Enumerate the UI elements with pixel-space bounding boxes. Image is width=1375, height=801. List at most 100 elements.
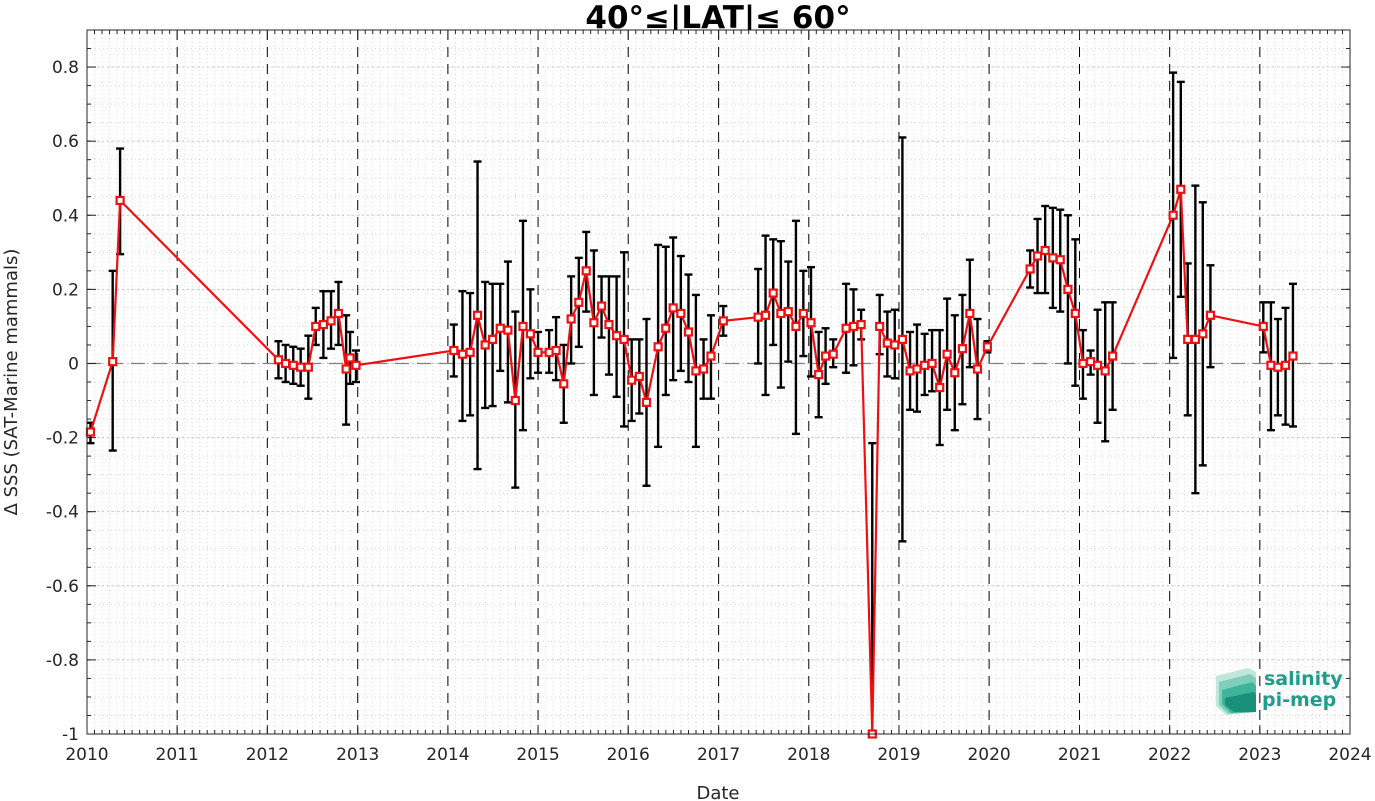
data-point-marker (856, 319, 866, 330)
data-point-marker (85, 427, 96, 437)
data-point-marker (1168, 210, 1178, 220)
data-point-marker (589, 318, 599, 328)
data-point-marker (1055, 255, 1065, 265)
data-point-marker (820, 351, 831, 361)
data-point-marker (841, 323, 851, 333)
data-point-marker (706, 351, 716, 361)
data-point-marker (1258, 321, 1268, 332)
data-point-marker (982, 342, 992, 352)
data-point-marker (972, 364, 983, 374)
data-point-marker (814, 369, 824, 380)
data-point-marker (1040, 245, 1050, 256)
data-point-marker (566, 314, 576, 324)
x-axis-label: Date (696, 783, 739, 801)
data-point-marker (920, 360, 930, 370)
data-point-marker (296, 362, 306, 372)
x-tick-label: 2018 (787, 745, 830, 765)
data-point-marker (1108, 351, 1118, 361)
data-point-marker (533, 347, 543, 357)
data-point-marker (495, 323, 505, 333)
y-tick-label: 0 (68, 354, 79, 374)
data-point-marker (1273, 362, 1283, 372)
x-tick-label: 2024 (1328, 745, 1371, 765)
x-tick-label: 2016 (607, 745, 650, 765)
data-point-marker (318, 319, 328, 330)
data-point-marker (1205, 310, 1216, 320)
data-point-marker (1048, 253, 1058, 263)
data-point-marker (281, 358, 291, 369)
data-point-marker (753, 312, 763, 322)
x-tick-label: 2020 (967, 745, 1010, 765)
data-point-marker (957, 344, 968, 354)
data-point-marker (457, 349, 468, 359)
year-lines (176, 30, 1261, 734)
y-tick-label: -0.6 (46, 577, 79, 597)
x-tick-label: 2011 (156, 745, 199, 765)
x-tick-label: 2010 (65, 745, 108, 765)
data-point-marker (927, 358, 937, 369)
x-tick-label: 2022 (1148, 745, 1191, 765)
logo-text-pi-mep: pi-mep (1262, 689, 1336, 711)
data-point-marker (518, 321, 528, 332)
data-point-marker (1183, 334, 1193, 344)
data-point-marker (108, 357, 118, 367)
data-point-marker (776, 308, 786, 319)
data-point-marker (612, 331, 622, 341)
data-point-marker (1078, 358, 1088, 369)
data-point-marker (559, 379, 569, 389)
x-tick-label: 2023 (1238, 745, 1281, 765)
data-point-marker (806, 318, 816, 328)
x-tick-label: 2012 (246, 745, 289, 765)
data-point-marker (641, 397, 652, 407)
logo-text-salinity: salinity (1264, 668, 1343, 690)
data-point-marker (1198, 329, 1208, 339)
data-point-marker (115, 195, 125, 206)
data-point-marker (1280, 360, 1291, 370)
data-point-marker (288, 360, 298, 370)
data-point-marker (798, 308, 808, 319)
data-point-marker (760, 310, 771, 320)
data-point-marker (1070, 308, 1080, 319)
data-point-marker (942, 349, 952, 359)
data-point-marker (551, 345, 561, 356)
data-point-marker (875, 321, 885, 332)
data-point-marker (1288, 351, 1298, 361)
data-point-marker (488, 334, 498, 344)
data-point-marker (768, 288, 778, 298)
data-point-marker (1190, 334, 1200, 344)
data-point-marker (912, 364, 922, 374)
salinity-pi-mep-logo: salinity pi-mep (1216, 668, 1343, 715)
data-point-marker (1100, 366, 1110, 376)
data-point-marker (897, 334, 908, 344)
x-tick-label: 2013 (336, 745, 379, 765)
data-point-marker (465, 347, 475, 357)
data-point-marker (1176, 184, 1186, 194)
y-tick-labels: -1 -0.8 -0.6 -0.4 -0.2 0 0.2 0.4 0.6 0.8 (46, 58, 79, 745)
data-point-marker (604, 319, 614, 330)
data-point-marker (1063, 284, 1073, 294)
y-tick-label: 0.6 (52, 132, 79, 152)
data-point-marker (341, 364, 351, 374)
data-point-marker (574, 297, 584, 307)
data-point-marker (718, 316, 728, 326)
x-tick-label: 2017 (697, 745, 740, 765)
axis-ticks (86, 29, 1351, 735)
x-tick-label: 2021 (1058, 745, 1101, 765)
data-point-marker (676, 308, 686, 319)
data-point-marker (472, 310, 483, 320)
y-axis-label: Δ SSS (SAT-Marine mammals) (1, 249, 22, 516)
data-point-marker (581, 266, 591, 276)
data-point-marker (683, 327, 694, 337)
data-point-marker (525, 329, 535, 339)
y-tick-label: -0.4 (46, 503, 79, 523)
data-point-marker (326, 316, 336, 326)
y-tick-label: -0.2 (46, 429, 79, 449)
minor-grid (87, 29, 1350, 735)
logo-wave-icon (1216, 668, 1256, 715)
y-tick-label: -0.8 (46, 651, 79, 671)
data-point-marker (273, 355, 284, 365)
data-point-marker (596, 301, 607, 311)
data-point-marker (1092, 360, 1103, 370)
data-point-marker (668, 303, 678, 313)
data-point-marker (333, 308, 344, 319)
